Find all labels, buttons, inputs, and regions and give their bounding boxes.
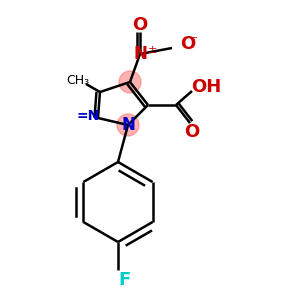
- Text: F: F: [119, 271, 131, 289]
- Text: N: N: [121, 116, 135, 134]
- Text: O: O: [132, 16, 148, 34]
- Circle shape: [117, 114, 139, 136]
- Text: OH: OH: [191, 78, 221, 96]
- Text: =N: =N: [76, 109, 100, 123]
- Text: O: O: [180, 35, 195, 53]
- Circle shape: [119, 71, 141, 93]
- Text: ±: ±: [148, 45, 158, 55]
- Text: O: O: [184, 123, 200, 141]
- Text: ⁻: ⁻: [190, 34, 198, 49]
- Text: CH₃: CH₃: [66, 74, 90, 86]
- Text: N: N: [133, 45, 147, 63]
